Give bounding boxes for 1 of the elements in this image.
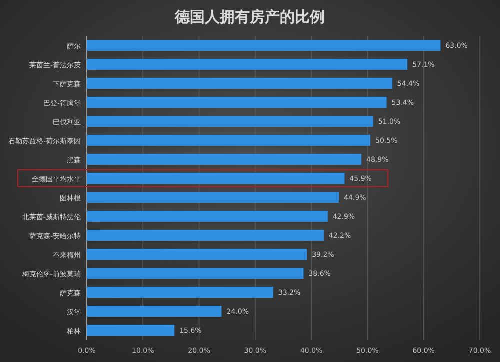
- chart-title: 德国人拥有房产的比例: [174, 8, 325, 26]
